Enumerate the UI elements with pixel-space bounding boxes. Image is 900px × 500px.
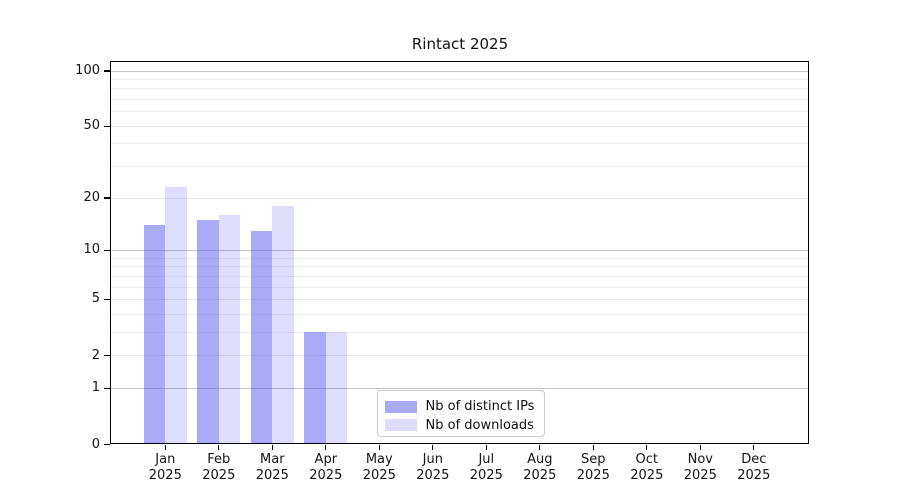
legend: Nb of distinct IPs Nb of downloads [377, 390, 545, 437]
x-tick-label-sep: Sep 2025 [576, 452, 610, 483]
x-tick-feb [218, 444, 220, 450]
x-tick-aug [539, 444, 541, 450]
y-tick-1 [104, 387, 110, 390]
x-tick-label-jul: Jul 2025 [469, 452, 503, 483]
x-tick-label-feb: Feb 2025 [202, 452, 236, 483]
y-tick-0 [104, 443, 110, 446]
x-tick-label-oct: Oct 2025 [630, 452, 664, 483]
legend-item-downloads: Nb of downloads [384, 416, 537, 435]
y-tick-label-1: 1 [91, 380, 100, 396]
bar-jan-downloads [165, 187, 187, 445]
x-tick-apr [325, 444, 327, 450]
x-tick-label-may: May 2025 [362, 452, 396, 483]
gridline-10 [110, 249, 810, 251]
x-tick-sep [592, 444, 594, 450]
x-tick-label-aug: Aug 2025 [523, 452, 557, 483]
bar-mar-downloads [272, 206, 294, 445]
gridline-20 [110, 197, 810, 199]
y-tick-label-100: 100 [75, 63, 100, 78]
gridline-80 [110, 88, 810, 90]
y-tick-label-10: 10 [83, 242, 100, 258]
gridline-2 [110, 355, 810, 357]
bar-apr-ips [304, 332, 326, 445]
x-tick-label-mar: Mar 2025 [255, 452, 289, 483]
x-tick-oct [646, 444, 648, 450]
y-tick-label-0: 0 [91, 436, 100, 452]
gridline-7 [110, 275, 810, 277]
gridline-1 [110, 387, 810, 389]
legend-label-downloads: Nb of downloads [425, 417, 534, 433]
y-tick-20 [104, 197, 110, 199]
y-tick-5 [104, 298, 110, 301]
bar-feb-ips [197, 220, 219, 445]
x-tick-label-apr: Apr 2025 [309, 452, 343, 483]
y-tick-50 [104, 125, 110, 127]
gridline-100 [110, 70, 810, 72]
x-tick-jun [432, 444, 434, 450]
x-tick-mar [271, 444, 273, 450]
bar-jan-ips [143, 225, 166, 445]
y-tick-label-2: 2 [91, 347, 100, 363]
bar-apr-downloads [325, 332, 348, 445]
y-tick-label-5: 5 [91, 291, 100, 307]
x-tick-label-dec: Dec 2025 [737, 452, 771, 483]
legend-swatch-distinct-ips [384, 400, 417, 413]
y-tick-100 [104, 70, 110, 72]
x-tick-dec [753, 444, 755, 450]
gridline-6 [110, 286, 810, 288]
y-tick-label-50: 50 [83, 118, 100, 134]
x-tick-label-jan: Jan 2025 [148, 452, 182, 483]
x-tick-may [378, 444, 380, 450]
y-tick-10 [104, 249, 110, 252]
y-tick-label-20: 20 [83, 190, 100, 206]
chart-title: Rintact 2025 [411, 35, 509, 53]
legend-item-distinct-ips: Nb of distinct IPs [384, 398, 537, 417]
bar-mar-ips [250, 230, 273, 445]
x-tick-jul [485, 444, 487, 450]
x-tick-label-nov: Nov 2025 [683, 452, 717, 483]
bar-feb-downloads [218, 215, 241, 445]
gridline-4 [110, 313, 810, 315]
gridline-60 [110, 111, 810, 113]
gridline-8 [110, 266, 810, 268]
x-tick-nov [699, 444, 701, 450]
gridline-70 [110, 99, 810, 101]
legend-swatch-downloads [384, 419, 417, 432]
gridline-3 [110, 331, 810, 333]
x-tick-jan [164, 444, 166, 450]
gridline-90 [110, 78, 810, 80]
gridline-9 [110, 257, 810, 259]
gridline-40 [110, 143, 810, 145]
gridline-50 [110, 125, 810, 127]
y-tick-2 [104, 354, 110, 357]
gridline-5 [110, 298, 810, 300]
gridline-30 [110, 166, 810, 168]
legend-label-distinct-ips: Nb of distinct IPs [425, 399, 535, 415]
x-tick-label-jun: Jun 2025 [416, 452, 450, 483]
